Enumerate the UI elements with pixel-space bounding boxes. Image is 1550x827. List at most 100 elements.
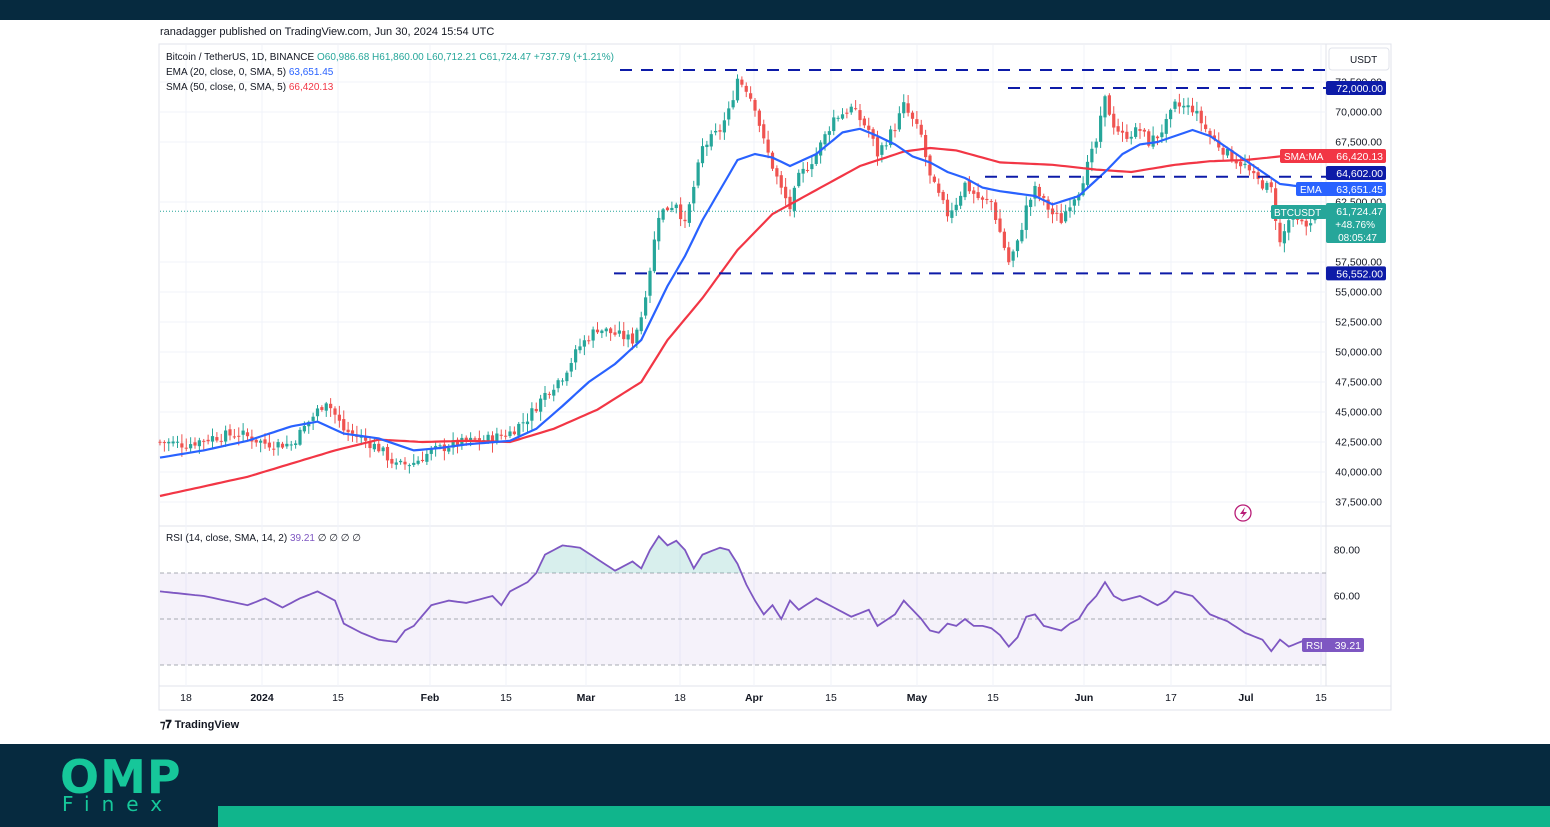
candle-221	[1125, 124, 1129, 142]
candle-249	[1247, 155, 1251, 176]
rsi-band-layer	[160, 572, 1326, 666]
candle-177	[932, 174, 936, 184]
candle-132	[735, 74, 740, 103]
candle-135	[749, 86, 753, 102]
candle-192	[998, 209, 1002, 234]
ema-line	[159, 127, 1316, 459]
candle-22	[254, 438, 258, 447]
candle-3	[171, 436, 175, 447]
candle-124	[700, 138, 705, 168]
footer-logo-finex: Finex	[62, 792, 175, 816]
top-bar	[0, 0, 1550, 20]
candle-126	[709, 130, 713, 151]
candle-257	[1282, 224, 1286, 253]
candle-128	[718, 124, 722, 140]
price-tick-10: 42,500.00	[1335, 437, 1382, 449]
price-tag	[1326, 203, 1386, 243]
candle-25	[267, 433, 271, 451]
candle-2	[167, 438, 171, 452]
candle-226	[1147, 129, 1151, 148]
candle-78	[499, 429, 503, 440]
candle-137	[757, 108, 761, 133]
footer-bar: OMP Finex	[0, 744, 1550, 827]
candle-67	[451, 432, 455, 455]
ema-tag-value: 63,651.45	[1336, 184, 1383, 196]
candle-12	[210, 428, 215, 449]
lightning-icon[interactable]	[1234, 504, 1252, 522]
candle-210	[1077, 192, 1081, 206]
candle-167	[889, 125, 893, 148]
candle-111	[644, 290, 648, 319]
candle-186	[972, 186, 976, 204]
candle-81	[512, 426, 516, 436]
candle-119	[679, 197, 683, 227]
candle-178	[937, 178, 941, 197]
candle-102	[604, 327, 608, 337]
candle-248	[1243, 154, 1247, 169]
candle-150	[814, 147, 818, 166]
candle-203	[1046, 196, 1050, 219]
candle-54	[394, 458, 398, 470]
candle-122	[692, 180, 696, 212]
candle-209	[1072, 196, 1076, 215]
candle-15	[224, 425, 228, 447]
candle-103	[609, 327, 613, 341]
chart-canvas[interactable]: USDT 72,500.0070,000.0067,500.0062,500.0…	[0, 0, 1550, 744]
candle-0	[158, 439, 162, 446]
rsi-tag	[1302, 638, 1364, 652]
candle-127	[714, 123, 718, 136]
candle-49	[372, 436, 376, 452]
candle-114	[657, 210, 661, 250]
tradingview-brand[interactable]: ⁊𝟕 TradingView	[160, 718, 239, 732]
candle-163	[871, 127, 875, 147]
candle-193	[1002, 228, 1006, 251]
candle-161	[862, 115, 866, 129]
tag-layer: 72,000.00 SMA:MA 66,420.13 64,602.00 EMA 63,6…	[1271, 81, 1386, 652]
candle-213	[1090, 141, 1094, 172]
sma-tag-value: 66,420.13	[1336, 151, 1383, 163]
candle-197	[1020, 222, 1024, 244]
candle-156	[840, 108, 845, 120]
candle-148	[805, 162, 810, 173]
candle-27	[276, 438, 280, 456]
candle-101	[600, 329, 604, 339]
axis-layer: 72,500.0070,000.0067,500.0062,500.0057,5…	[180, 77, 1382, 705]
candle-115	[661, 207, 665, 223]
legend-close: C61,724.47	[479, 52, 532, 63]
grid-layer	[160, 45, 1326, 686]
candle-158	[849, 103, 853, 115]
candle-130	[727, 101, 731, 126]
candle-108	[630, 327, 635, 350]
candle-182	[954, 197, 958, 216]
legend-ema[interactable]: EMA (20, close, 0, SMA, 5) 63,651.45	[166, 67, 333, 78]
time-label-9: May	[907, 692, 928, 704]
candle-215	[1099, 106, 1103, 148]
candle-51	[381, 446, 385, 456]
candle-189	[985, 190, 989, 205]
candle-50	[377, 439, 381, 453]
candle-232	[1173, 99, 1177, 113]
candle-224	[1138, 122, 1142, 139]
time-label-13: Jul	[1238, 692, 1253, 704]
candle-234	[1182, 98, 1186, 115]
sma-tag-label: SMA:MA	[1284, 152, 1324, 163]
candle-169	[897, 106, 901, 132]
candle-162	[867, 117, 871, 138]
candle-117	[670, 201, 674, 213]
candle-121	[687, 201, 691, 227]
candle-208	[1068, 199, 1072, 218]
candle-170	[902, 94, 906, 118]
candle-172	[910, 110, 915, 127]
candle-17	[232, 428, 236, 440]
legend-rsi-extra: ∅ ∅ ∅ ∅	[317, 533, 361, 544]
legend-sma[interactable]: SMA (50, close, 0, SMA, 5) 66,420.13	[166, 82, 333, 93]
candle-204	[1050, 202, 1055, 224]
candle-206	[1059, 203, 1063, 225]
candle-252	[1260, 177, 1265, 191]
legend-ema-label: EMA (20, close, 0, SMA, 5)	[166, 67, 287, 78]
legend-rsi[interactable]: RSI (14, close, SMA, 14, 2) 39.21 ∅ ∅ ∅ …	[166, 533, 361, 544]
candle-layer	[158, 74, 1317, 474]
legend-ohlc: Bitcoin / TetherUS, 1D, BINANCE O60,986.…	[166, 52, 614, 63]
legend-rsi-label: RSI (14, close, SMA, 14, 2)	[166, 533, 288, 544]
tradingview-logo-icon: ⁊𝟕	[160, 719, 172, 731]
